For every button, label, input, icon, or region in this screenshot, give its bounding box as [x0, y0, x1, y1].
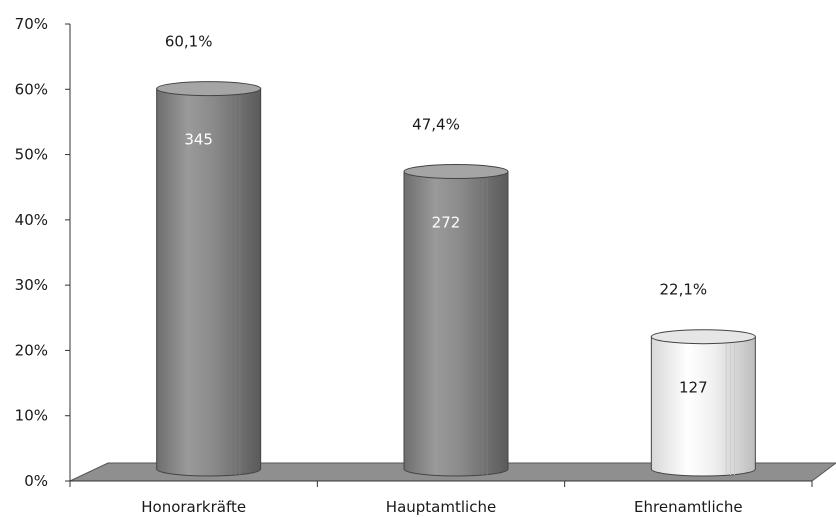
bar: [156, 88, 262, 477]
bar-cap: [403, 164, 509, 180]
count-label: 127: [679, 379, 708, 397]
y-tick-label: 20%: [15, 341, 48, 359]
bar: [403, 171, 509, 477]
y-tick-label: 30%: [15, 276, 48, 294]
category-label: Honorarkräfte: [141, 498, 246, 516]
y-tick-label: 60%: [15, 80, 48, 98]
category-label: Ehrenamtliche: [634, 498, 743, 516]
y-tick-label: 10%: [15, 407, 48, 425]
bar-cap: [156, 81, 262, 97]
value-label: 22,1%: [660, 281, 708, 299]
count-label: 345: [184, 131, 213, 149]
count-label: 272: [432, 214, 461, 232]
category-label: Hauptamtliche: [386, 498, 496, 516]
value-label: 47,4%: [412, 116, 460, 134]
y-tick-label: 0%: [24, 472, 48, 490]
y-tick-label: 50%: [15, 146, 48, 164]
value-label: 60,1%: [165, 33, 213, 51]
y-tick-label: 70%: [15, 15, 48, 33]
bar: [650, 336, 756, 477]
bar-cap: [650, 329, 756, 345]
y-tick-label: 40%: [15, 211, 48, 229]
